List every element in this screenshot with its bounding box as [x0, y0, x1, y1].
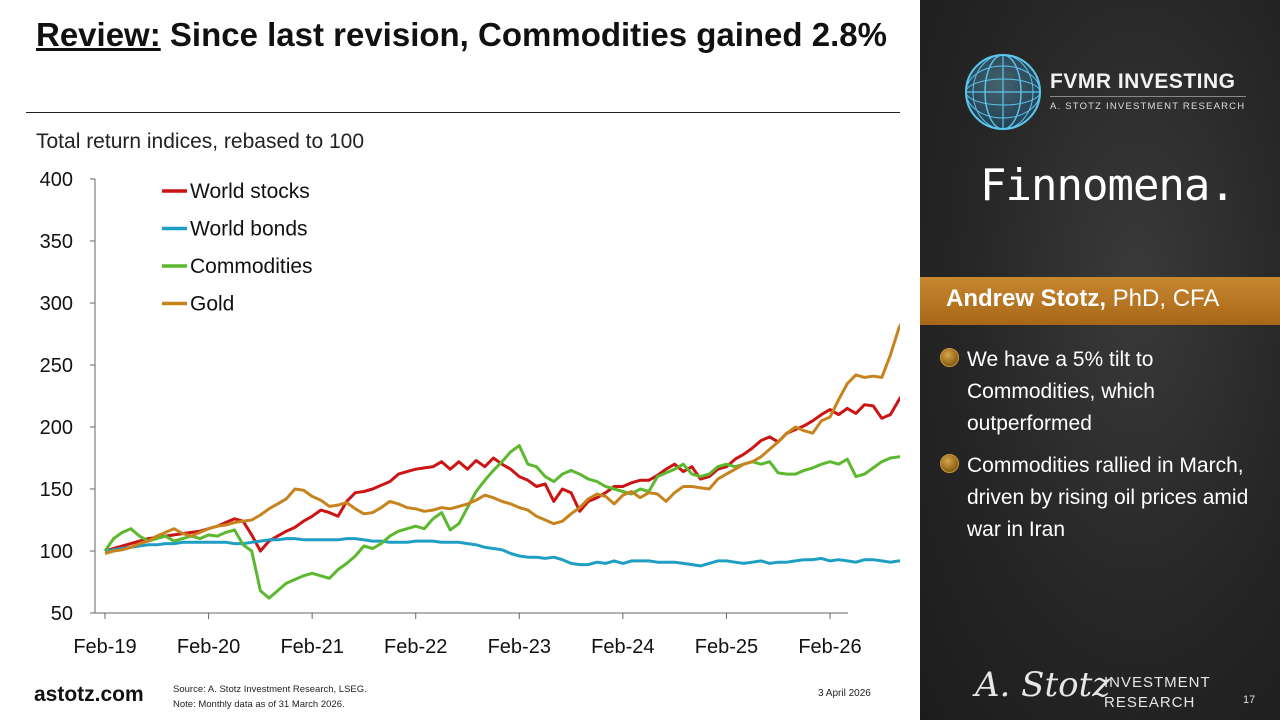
slide-title: Review: Since last revision, Commodities…	[36, 14, 906, 55]
x-tick-label: Feb-20	[177, 636, 240, 658]
series-line-world-bonds	[104, 537, 900, 568]
website-label[interactable]: astotz.com	[34, 683, 144, 706]
y-tick-label: 350	[40, 231, 73, 253]
legend-label: Commodities	[190, 255, 313, 278]
y-tick-label: 200	[40, 417, 73, 439]
author-banner	[920, 277, 1280, 325]
y-tick-label: 50	[51, 603, 73, 625]
x-tick-label: Feb-25	[695, 636, 758, 658]
investment-research-logo: INVESTMENT RESEARCH	[1104, 673, 1211, 713]
x-tick-label: Feb-19	[73, 636, 136, 658]
fvmr-globe-logo-icon	[965, 54, 1041, 130]
y-tick-label: 400	[40, 169, 73, 191]
key-point-item: We have a 5% tilt to Commodities, which …	[940, 344, 1260, 440]
fvmr-brand-subtitle: A. STOTZ INVESTMENT RESEARCH	[1050, 101, 1246, 112]
x-tick-label: Feb-26	[798, 636, 861, 658]
slide-date: 3 April 2026	[818, 688, 871, 699]
legend-label: Gold	[190, 293, 234, 316]
key-point-text: We have a 5% tilt to Commodities, which …	[967, 348, 1155, 435]
author-name: Andrew Stotz, PhD, CFA	[946, 285, 1219, 313]
slide-main-panel: Review: Since last revision, Commodities…	[26, 14, 906, 712]
chart-series-lines	[103, 322, 900, 600]
y-tick-label: 150	[40, 479, 73, 501]
title-prefix: Review:	[36, 16, 161, 53]
data-note-text: Note: Monthly data as of 31 March 2026.	[173, 699, 345, 710]
y-tick-label: 250	[40, 355, 73, 377]
title-text: Since last revision, Commodities gained …	[160, 16, 887, 53]
y-tick-label: 300	[40, 293, 73, 315]
key-point-text: Commodities rallied in March, driven by …	[967, 454, 1249, 541]
investment-label: INVESTMENT	[1104, 674, 1211, 691]
chart-legend: World stocks World bonds Commodities Gold	[162, 180, 313, 316]
y-tick-label: 100	[40, 541, 73, 563]
legend-label: World bonds	[190, 218, 308, 241]
author-credentials: PhD, CFA	[1106, 285, 1220, 312]
page-number: 17	[1243, 694, 1256, 706]
fvmr-brand-name: FVMR INVESTING	[1050, 70, 1236, 93]
series-line-world-stocks	[104, 395, 900, 553]
legend-label: World stocks	[190, 180, 310, 203]
series-line-commodities	[103, 444, 900, 600]
globe-bullet-icon	[940, 454, 959, 473]
chart-axes	[94, 179, 848, 614]
fvmr-divider	[1050, 96, 1246, 97]
source-text: Source: A. Stotz Investment Research, LS…	[173, 684, 367, 695]
series-line-gold	[104, 322, 900, 555]
x-tick-label: Feb-23	[488, 636, 551, 658]
x-tick-label: Feb-21	[280, 636, 343, 658]
title-divider	[26, 112, 900, 113]
author-name-text: Andrew Stotz,	[946, 285, 1106, 312]
globe-bullet-icon	[940, 348, 959, 367]
source-note: Source: A. Stotz Investment Research, LS…	[173, 682, 367, 712]
x-tick-label: Feb-22	[384, 636, 447, 658]
key-point-item: Commodities rallied in March, driven by …	[940, 450, 1260, 546]
signature-logo: A. Stotz	[975, 665, 1111, 705]
x-tick-label: Feb-24	[591, 636, 654, 658]
research-label: RESEARCH	[1104, 694, 1196, 711]
chart-subtitle: Total return indices, rebased to 100	[36, 130, 365, 153]
key-points-list: We have a 5% tilt to Commodities, which …	[940, 344, 1260, 556]
finnomena-logo: Finnomena.	[980, 160, 1236, 211]
